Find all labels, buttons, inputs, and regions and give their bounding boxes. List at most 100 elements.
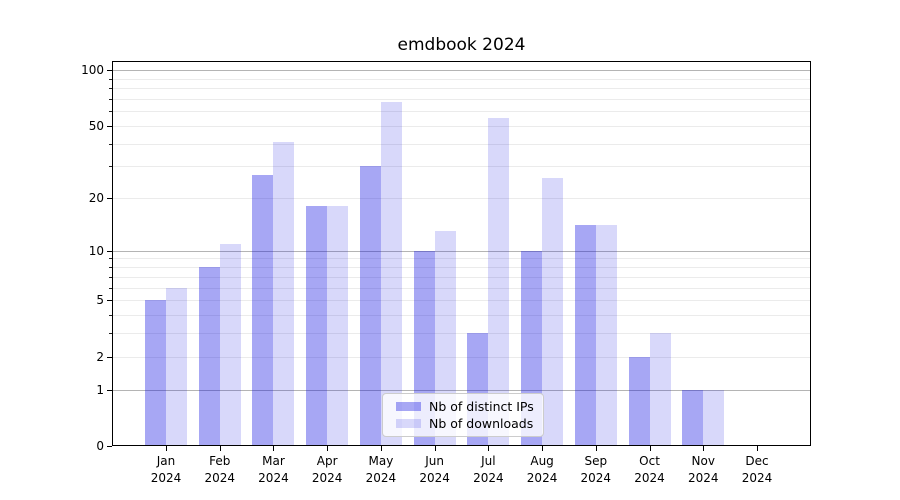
x-tick-label-apr: Apr 2024 [311, 454, 343, 485]
bar-distinct-ips-apr [306, 206, 328, 445]
bar-distinct-ips-may [359, 166, 381, 445]
bar-distinct-ips-nov [682, 389, 704, 445]
bar-downloads-mar [273, 141, 295, 445]
y-tick-minor [109, 98, 112, 100]
y-tick-minor [109, 333, 112, 335]
x-tick-label-feb: Feb 2024 [204, 454, 235, 485]
bar-downloads-jun [434, 231, 456, 445]
gridline-minor [113, 88, 810, 90]
chart-title: emdbook 2024 [397, 35, 526, 55]
y-tick-minor [109, 267, 112, 269]
gridline-minor [113, 78, 810, 80]
bar-distinct-ips-mar [252, 174, 274, 445]
y-tick-minor [109, 287, 112, 289]
x-tick [380, 446, 382, 451]
y-tick-label: 2 [96, 349, 104, 364]
gridline-major [113, 250, 810, 252]
bar-downloads-sep [595, 225, 617, 445]
y-tick [107, 389, 112, 391]
x-tick-label-may: May 2024 [365, 454, 397, 485]
bar-downloads-may [380, 102, 402, 445]
y-tick-minor [109, 143, 112, 145]
bar-distinct-ips-sep [574, 225, 596, 445]
y-tick-minor [109, 258, 112, 260]
bar-distinct-ips-feb [198, 267, 220, 445]
y-tick-minor [109, 276, 112, 278]
x-tick [757, 446, 758, 451]
y-tick-label: 10 [88, 243, 104, 258]
y-tick-minor [109, 111, 112, 113]
legend: Nb of distinct IPs Nb of downloads [382, 393, 544, 437]
x-tick [166, 446, 167, 451]
plot-area [112, 61, 811, 446]
legend-swatch-distinct-ips-icon [396, 401, 421, 411]
y-tick [107, 70, 112, 72]
x-tick-label-nov: Nov 2024 [687, 454, 719, 485]
gridline-minor [113, 356, 810, 358]
y-tick-minor [109, 314, 112, 316]
x-tick-label-aug: Aug 2024 [526, 454, 558, 485]
y-tick-label: 0 [96, 439, 104, 453]
y-tick-label: 20 [88, 191, 104, 206]
legend-item-downloads: Nb of downloads [396, 416, 543, 431]
gridline-major [113, 70, 810, 72]
legend-item-distinct-ips: Nb of distinct IPs [396, 399, 543, 414]
x-tick-label-jan: Jan 2024 [150, 454, 182, 485]
y-tick-label: 1 [96, 382, 104, 397]
x-tick [542, 446, 544, 451]
gridline-major [113, 389, 810, 391]
gridline-minor [113, 98, 810, 100]
x-tick-label-jun: Jun 2024 [419, 454, 450, 485]
legend-swatch-downloads-icon [396, 419, 421, 429]
bar-downloads-apr [327, 206, 349, 445]
gridline-minor [113, 276, 810, 278]
x-tick [703, 446, 705, 451]
bar-downloads-nov [703, 389, 725, 445]
bar-downloads-jul [488, 118, 510, 445]
x-tick-label-mar: Mar 2024 [258, 454, 289, 485]
gridline-minor [113, 143, 810, 145]
gridline-minor [113, 166, 810, 168]
y-tick [107, 356, 112, 358]
bar-downloads-oct [649, 333, 671, 445]
x-tick-label-sep: Sep 2024 [580, 454, 612, 485]
gridline-minor [113, 287, 810, 289]
bar-distinct-ips-jan [145, 300, 166, 445]
x-tick-label-dec: Dec 2024 [741, 454, 773, 485]
gridline-minor [113, 198, 810, 200]
y-tick-label: 100 [81, 63, 104, 78]
y-tick [107, 125, 112, 127]
x-tick [649, 446, 651, 451]
y-tick-minor [109, 166, 112, 168]
gridline-minor [113, 267, 810, 269]
y-tick [107, 446, 112, 447]
bar-downloads-jan [166, 287, 187, 445]
gridline-minor [113, 333, 810, 335]
x-tick [595, 446, 597, 451]
x-tick [488, 446, 490, 451]
legend-label-downloads: Nb of downloads [429, 416, 534, 432]
x-tick-label-oct: Oct 2024 [634, 454, 665, 485]
gridline-minor [113, 300, 810, 302]
y-tick-minor [109, 88, 112, 90]
bar-distinct-ips-oct [628, 356, 650, 445]
x-tick [273, 446, 275, 451]
legend-label-distinct-ips: Nb of distinct IPs [429, 398, 534, 414]
y-tick [107, 198, 112, 200]
gridline-minor [113, 111, 810, 113]
y-tick-minor [109, 78, 112, 80]
y-tick [107, 250, 112, 252]
gridline-minor [113, 258, 810, 260]
bar-downloads-feb [219, 243, 241, 445]
x-tick [219, 446, 221, 451]
gridline-minor [113, 314, 810, 316]
y-tick-label: 50 [88, 118, 104, 133]
bar-downloads-aug [542, 177, 564, 445]
x-tick [434, 446, 436, 451]
gridline-minor [113, 125, 810, 127]
y-tick [107, 300, 112, 302]
x-tick-label-jul: Jul 2024 [473, 454, 504, 485]
y-tick-label: 5 [96, 293, 104, 308]
x-tick [327, 446, 329, 451]
